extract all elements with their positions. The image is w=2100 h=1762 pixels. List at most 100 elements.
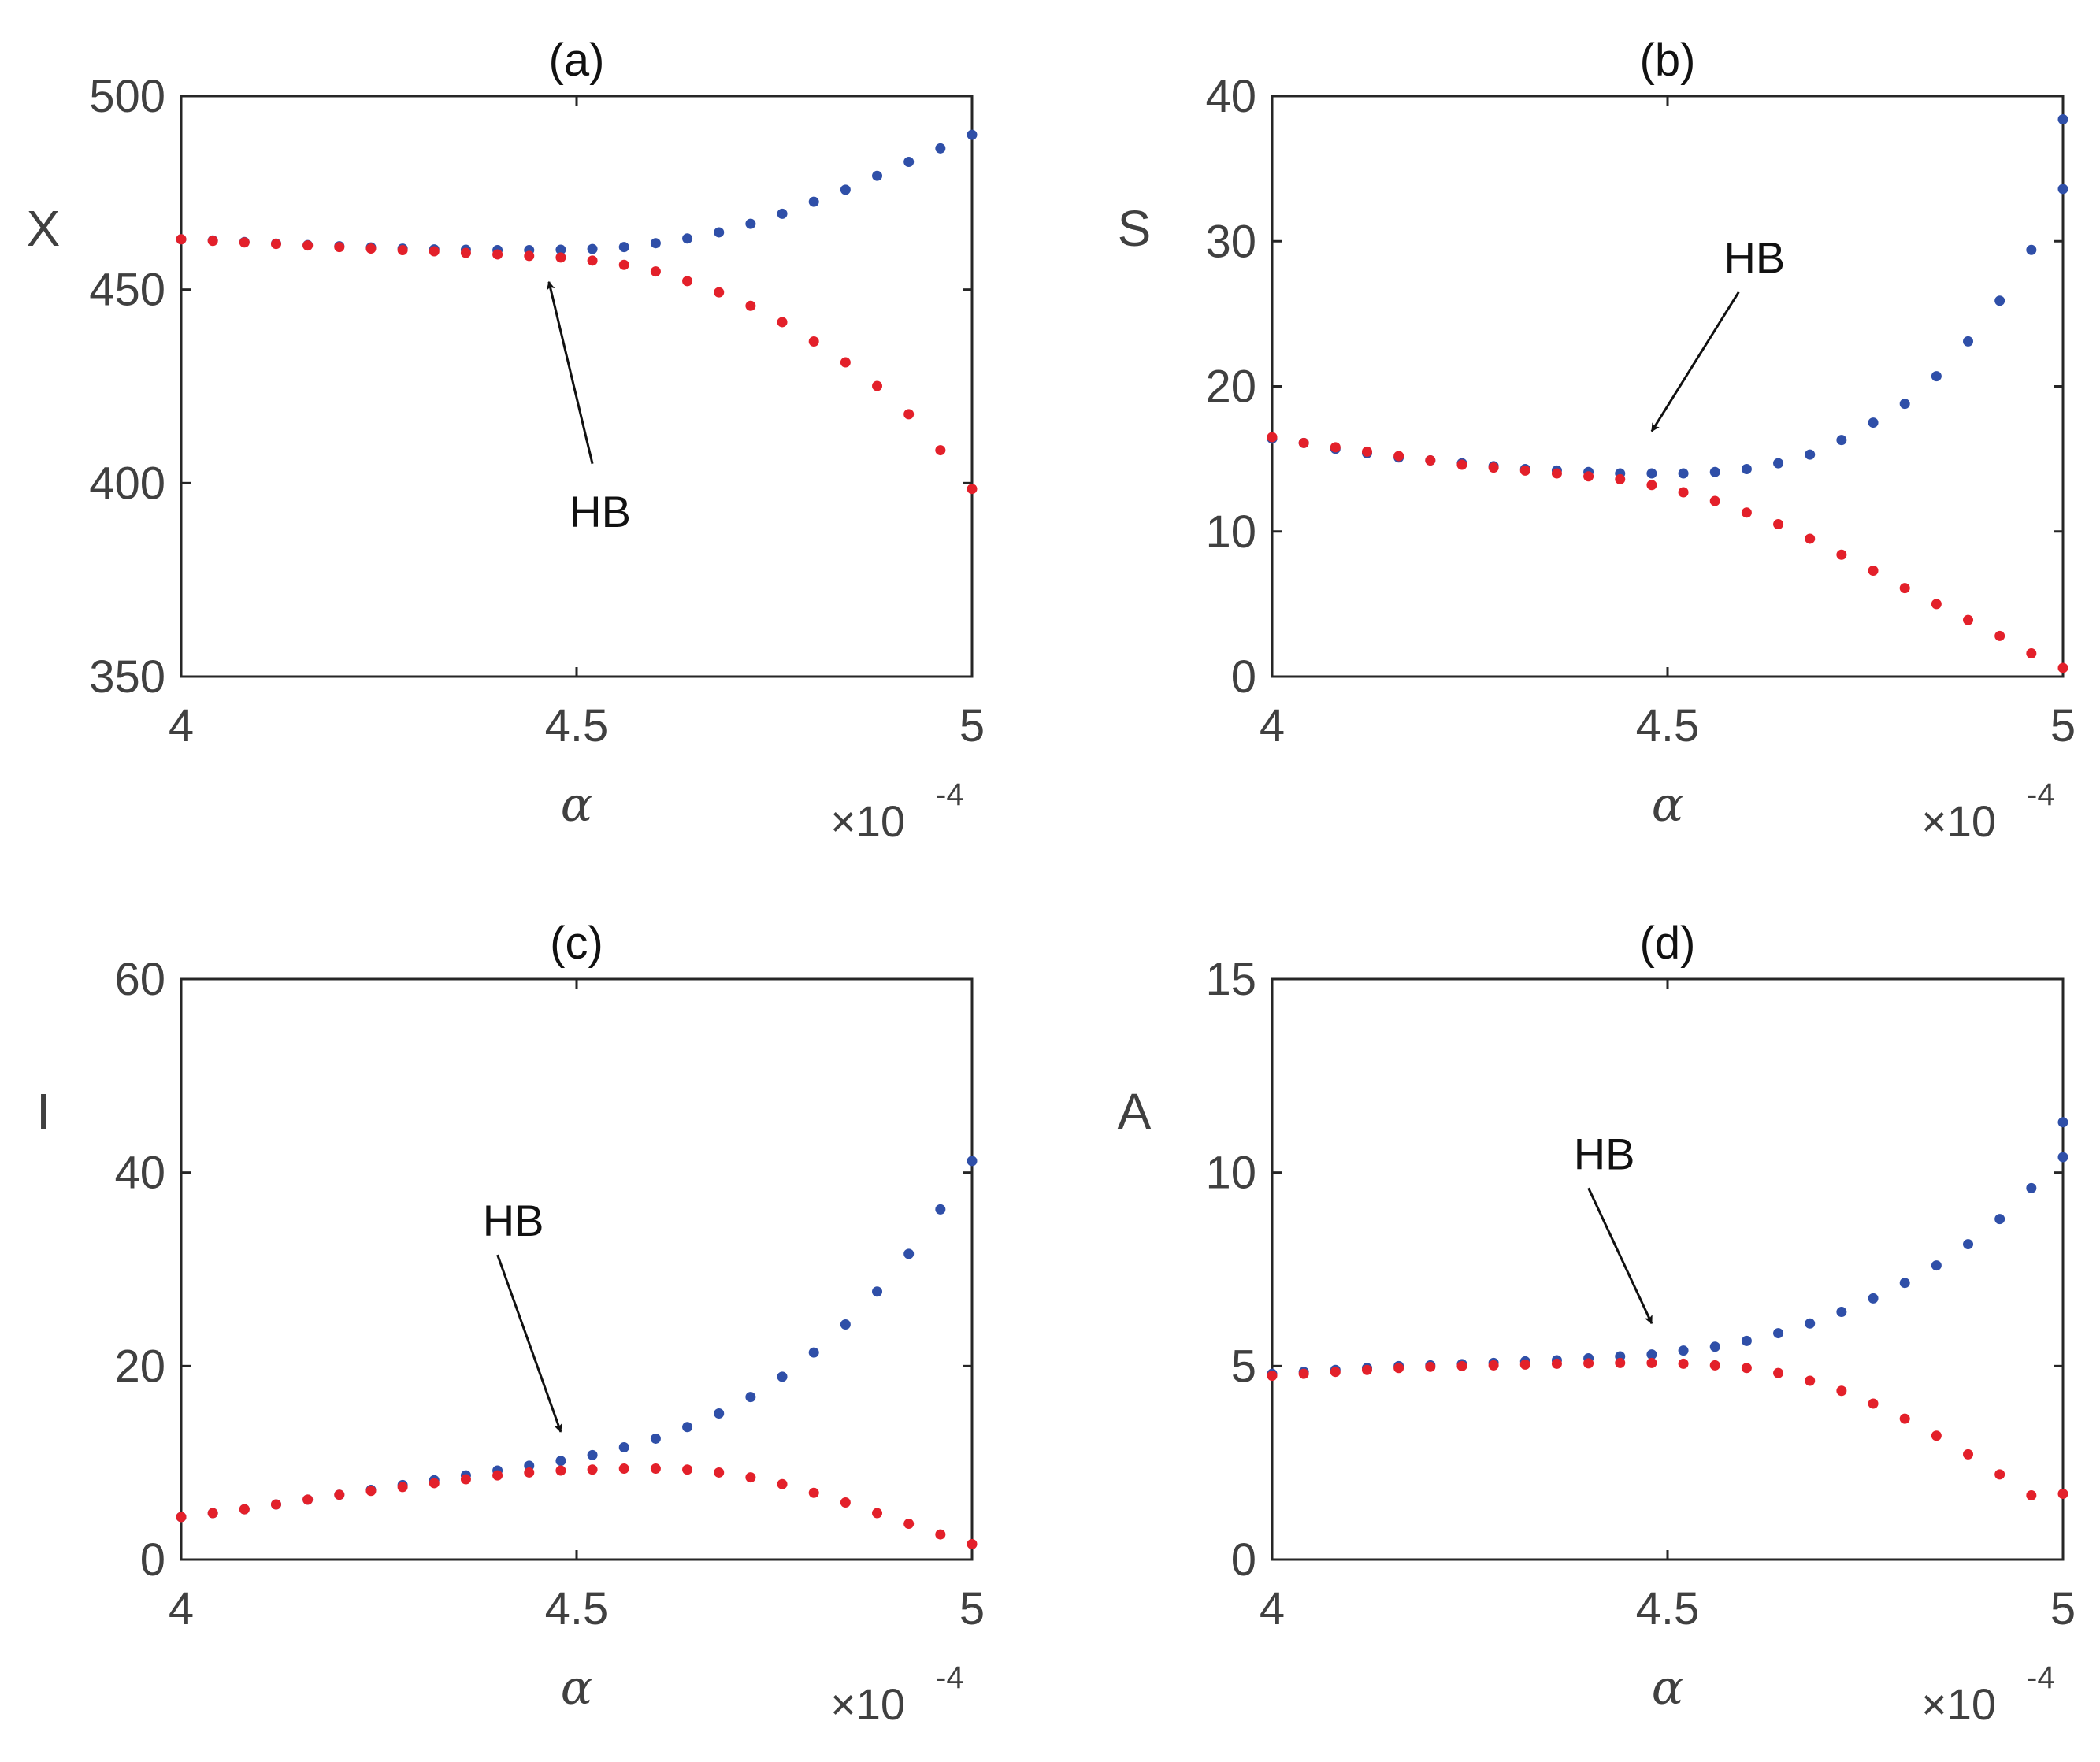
chart-3-xlabel: α: [1652, 1660, 1684, 1716]
chart-3-series-1-point-23: [1994, 1469, 2005, 1480]
chart-2-xtick-label-2: 5: [959, 1583, 985, 1634]
chart-2-series-1-point-1: [207, 1508, 218, 1519]
chart-2-xtick-label-1: 4.5: [545, 1583, 609, 1634]
chart-0-panel: 350 400 450 500 4 4.5 5 (a) Xα ×10 -4 HB: [27, 35, 985, 846]
chart-3-panel: 0 5 10 15 4 4.5 5 (d) Aα ×10 -4 HB: [1118, 918, 2076, 1729]
chart-3-x-multiplier-exp: -4: [2027, 1660, 2055, 1695]
chart-1-series-1-point-11: [1615, 473, 1626, 484]
chart-0-series-1-point-20: [808, 336, 819, 347]
chart-2-series-0-point-18: [745, 1392, 756, 1403]
chart-0-series-0-point-24: [935, 143, 946, 154]
chart-1-series-1-point-13: [1678, 487, 1689, 498]
chart-3-series-0-point-20: [1899, 1278, 1910, 1289]
chart-3-series-1-point-25: [2057, 1488, 2068, 1499]
chart-1-series-1-point-19: [1868, 565, 1879, 576]
chart-1-series-0-point-25: [2057, 184, 2068, 195]
chart-3-series-0-point-13: [1678, 1345, 1689, 1356]
chart-3-ytick-label-0: 0: [1231, 1534, 1256, 1586]
chart-3-series-1-point-15: [1741, 1363, 1752, 1374]
chart-1-series-1-point-7: [1488, 462, 1499, 473]
chart-0-series-1-point-24: [935, 445, 946, 456]
chart-2-series-1-point-24: [935, 1529, 946, 1540]
chart-2-xlabel: α: [561, 1660, 593, 1716]
chart-2-series-0-point-13: [587, 1449, 598, 1460]
chart-1-series-1-point-16: [1773, 519, 1784, 530]
chart-3-ytick-label-1: 5: [1231, 1341, 1256, 1392]
chart-2-series-1-point-5: [334, 1489, 345, 1500]
chart-3-series-1-point-6: [1456, 1360, 1467, 1371]
chart-1-ytick-label-3: 30: [1205, 216, 1256, 267]
chart-3-series-0-point-15: [1741, 1335, 1752, 1346]
chart-3-series-0-point-23: [1994, 1214, 2005, 1225]
chart-3-xtick-label-1: 4.5: [1636, 1583, 1700, 1634]
chart-2-series-1-point-16: [682, 1464, 693, 1475]
chart-2-hb-arrow: [496, 1254, 562, 1433]
chart-2-series-1-point-2: [239, 1504, 250, 1515]
chart-3-series-1-point-1: [1298, 1368, 1309, 1379]
chart-3-ytick-label-2: 10: [1205, 1148, 1256, 1199]
chart-0-xtick-label-1: 4.5: [545, 700, 609, 751]
chart-0-ytick-label-2: 450: [89, 265, 165, 316]
chart-3-series-0-point-12: [1646, 1349, 1657, 1360]
chart-3-series-1-point-2: [1330, 1367, 1341, 1378]
chart-1-series-1-point-23: [1994, 630, 2005, 641]
chart-0-series-0-point-23: [903, 157, 915, 168]
chart-0-series-1-point-8: [429, 246, 440, 257]
chart-3-x-multiplier: ×10: [1921, 1679, 1996, 1729]
chart-0-series-1-point-9: [460, 247, 471, 258]
chart-2-plot-frame: [180, 977, 974, 1561]
chart-1-series-0-point-13: [1678, 468, 1689, 479]
chart-3-ytick-label-3: 15: [1205, 954, 1256, 1005]
chart-1-series-1-point-3: [1361, 446, 1372, 457]
chart-0-xlabel: α: [561, 777, 593, 833]
chart-2-series-1-point-8: [429, 1478, 440, 1489]
chart-1-x-multiplier-exp: -4: [2027, 777, 2055, 812]
chart-0-xtick-label-2: 5: [959, 700, 985, 751]
chart-2-ytick-label-1: 20: [114, 1341, 165, 1392]
chart-0-title: (a): [549, 35, 605, 86]
chart-0-ytick-label-0: 350: [89, 651, 165, 703]
chart-3-series-2-point-0: [2057, 1117, 2068, 1128]
chart-0-series-1-point-23: [903, 409, 915, 420]
chart-0-series-1-point-19: [777, 317, 788, 328]
chart-2-series-1-point-18: [745, 1472, 756, 1483]
chart-0-series-0-point-13: [587, 243, 598, 254]
chart-3-plot-frame: [1271, 977, 2065, 1561]
chart-2-series-1-point-25: [967, 1538, 978, 1549]
chart-1-series-1-point-5: [1425, 454, 1436, 466]
chart-0-series-1-point-16: [682, 276, 693, 287]
chart-0-series-1-point-15: [650, 266, 661, 277]
chart-0-series-0-point-17: [714, 227, 725, 238]
chart-3-series-1-point-22: [1963, 1449, 1974, 1460]
chart-3-series-0-point-18: [1836, 1307, 1847, 1318]
chart-1-xtick-label-0: 4: [1260, 700, 1285, 751]
chart-1-series-0-point-23: [1994, 295, 2005, 306]
chart-0-ytick-label-3: 500: [89, 71, 165, 122]
chart-2-hb-label: HB: [483, 1196, 544, 1245]
chart-2-series-1-point-23: [903, 1519, 915, 1530]
chart-1-x-multiplier: ×10: [1921, 796, 1996, 846]
chart-2-series-0-point-21: [840, 1319, 851, 1330]
chart-0-series-0-point-12: [555, 244, 566, 255]
chart-2-panel: 0 20 40 60 4 4.5 5 (c) Iα ×10 -4 HB: [36, 918, 985, 1729]
chart-2-x-multiplier: ×10: [830, 1679, 905, 1729]
chart-0-series-1-point-25: [967, 484, 978, 495]
chart-1-ylabel: S: [1118, 200, 1152, 257]
chart-2-series-0-point-16: [682, 1422, 693, 1433]
chart-3-series-1-point-0: [1267, 1371, 1278, 1382]
chart-1-ytick-label-1: 10: [1205, 506, 1256, 558]
chart-1-series-0-point-21: [1931, 371, 1942, 382]
chart-1-series-1-point-4: [1393, 451, 1404, 462]
chart-1-series-0-point-22: [1963, 336, 1974, 347]
chart-1-series-1-point-6: [1456, 459, 1467, 470]
chart-1-series-1-point-8: [1519, 465, 1530, 476]
chart-1-series-1-point-0: [1267, 432, 1278, 443]
chart-1-xtick-label-1: 4.5: [1636, 700, 1700, 751]
chart-0-xtick-label-0: 4: [169, 700, 194, 751]
chart-0-series-1-point-21: [840, 357, 851, 368]
chart-2-series-0-point-17: [714, 1408, 725, 1419]
chart-1-title: (b): [1640, 35, 1696, 86]
chart-0-series-1-point-11: [524, 250, 535, 262]
